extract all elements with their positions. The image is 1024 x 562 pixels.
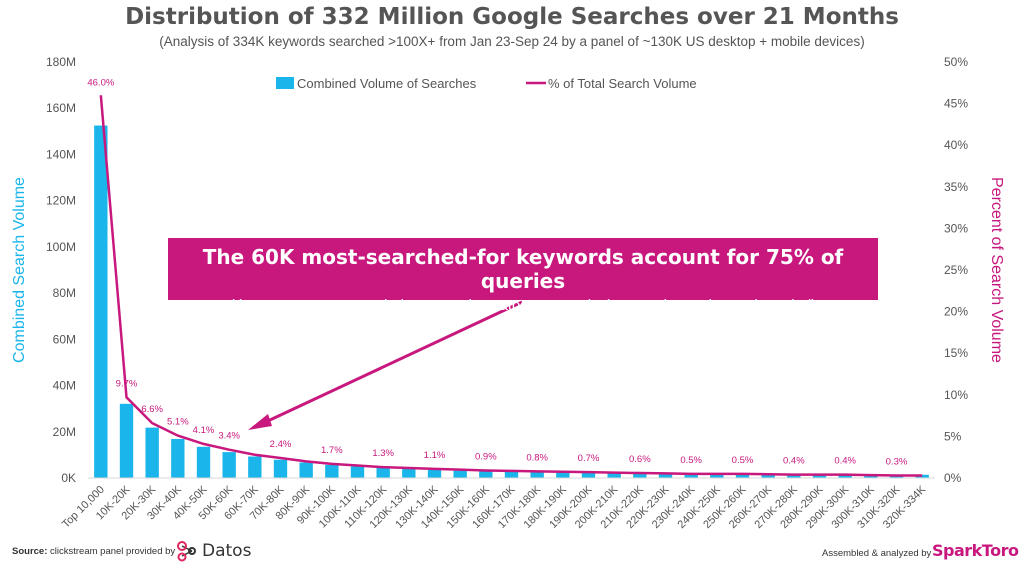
legend-line-label: % of Total Search Volume bbox=[548, 76, 697, 91]
bar bbox=[787, 474, 801, 478]
percent-line bbox=[99, 95, 923, 477]
bar bbox=[427, 469, 442, 478]
bar bbox=[376, 467, 390, 478]
percent-data-label: 9.7% bbox=[116, 378, 138, 389]
bar bbox=[710, 474, 724, 478]
percent-data-label: 3.4% bbox=[218, 431, 240, 442]
percent-data-label: 0.8% bbox=[526, 452, 548, 463]
bar bbox=[273, 459, 288, 478]
bar bbox=[735, 474, 750, 478]
bar bbox=[350, 466, 365, 478]
datos-mark-icon bbox=[177, 541, 196, 562]
y-tick-label: 40M bbox=[53, 379, 76, 393]
bar bbox=[196, 446, 211, 478]
sparktoro-logo: SparkToro bbox=[932, 541, 1019, 560]
bar bbox=[248, 456, 262, 478]
bar bbox=[453, 470, 467, 478]
chart-subtitle: (Analysis of 334K keywords searched >100… bbox=[159, 34, 865, 49]
callout-arrow-line bbox=[254, 300, 523, 429]
y-tick-label: 20M bbox=[53, 425, 76, 439]
percent-data-label: 6.6% bbox=[141, 404, 163, 415]
percent-data-label: 1.7% bbox=[321, 445, 343, 456]
bar bbox=[838, 474, 852, 478]
assembled-note: Assembled & analyzed by bbox=[822, 548, 932, 559]
bar bbox=[171, 438, 185, 478]
bar bbox=[119, 403, 134, 478]
y-tick-label: 100M bbox=[46, 240, 76, 254]
percent-data-label: 0.3% bbox=[886, 457, 908, 468]
y2-tick-label: 10% bbox=[944, 388, 968, 402]
bar bbox=[633, 473, 647, 478]
y-tick-label: 0K bbox=[61, 471, 76, 485]
percent-data-label: 0.4% bbox=[834, 456, 856, 467]
y2-tick-label: 15% bbox=[944, 346, 968, 360]
bar bbox=[325, 464, 339, 478]
bar bbox=[812, 474, 827, 478]
y2-axis-title: Percent of Search Volume bbox=[988, 177, 1005, 363]
source-text: clickstream panel provided by bbox=[47, 546, 176, 557]
y-tick-label: 140M bbox=[46, 147, 76, 161]
y2-tick-label: 25% bbox=[944, 263, 968, 277]
bar bbox=[222, 452, 236, 478]
percent-data-label: 0.7% bbox=[578, 453, 600, 464]
y2-tick-label: 45% bbox=[944, 97, 968, 111]
bar bbox=[94, 125, 108, 479]
y2-tick-label: 40% bbox=[944, 138, 968, 152]
percent-data-label: 5.1% bbox=[167, 417, 189, 428]
y-axis-title: Combined Search Volume bbox=[11, 177, 28, 363]
chart-title: Distribution of 332 Million Google Searc… bbox=[125, 4, 899, 30]
bar bbox=[556, 472, 570, 478]
datos-logo-text: Datos bbox=[202, 541, 252, 561]
legend-bar-swatch bbox=[276, 77, 294, 89]
y-tick-label: 180M bbox=[46, 55, 76, 69]
y2-tick-label: 50% bbox=[944, 55, 968, 69]
percent-data-label: 0.5% bbox=[732, 455, 754, 466]
y-tick-label: 120M bbox=[46, 194, 76, 208]
bar bbox=[530, 472, 544, 478]
source-label: Source: bbox=[12, 546, 48, 557]
bar bbox=[607, 473, 621, 478]
y2-tick-label: 5% bbox=[944, 429, 962, 443]
percent-data-label: 0.6% bbox=[629, 454, 651, 465]
percent-data-label: 4.1% bbox=[193, 425, 215, 436]
percent-data-label: 0.5% bbox=[680, 455, 702, 466]
bar bbox=[581, 472, 596, 478]
y-tick-label: 160M bbox=[46, 101, 76, 115]
callout-box: The 60K most-searched-for keywords accou… bbox=[168, 238, 878, 314]
source-note: Source: clickstream panel provided by bbox=[12, 546, 175, 557]
bar bbox=[684, 473, 698, 478]
bar bbox=[299, 462, 313, 478]
bar bbox=[864, 474, 878, 478]
percent-data-label: 46.0% bbox=[87, 77, 114, 88]
percent-data-label: 2.4% bbox=[270, 439, 292, 450]
bar bbox=[761, 474, 775, 478]
bar bbox=[658, 473, 673, 478]
bar bbox=[402, 468, 416, 478]
legend-bar-label: Combined Volume of Searches bbox=[297, 76, 477, 91]
percent-data-label: 0.4% bbox=[783, 456, 805, 467]
bar bbox=[504, 471, 519, 478]
bar bbox=[479, 471, 493, 478]
y-tick-label: 60M bbox=[53, 332, 76, 346]
percent-data-label: 1.1% bbox=[424, 450, 446, 461]
percent-data-label: 0.9% bbox=[475, 452, 497, 463]
y2-tick-label: 30% bbox=[944, 221, 968, 235]
datos-logo: Datos bbox=[176, 540, 251, 562]
y2-tick-label: 0% bbox=[944, 471, 962, 485]
y-tick-label: 80M bbox=[53, 286, 76, 300]
callout-arrowhead bbox=[248, 414, 272, 430]
callout-subline: (these terms were queried 1,000X+ by Dat… bbox=[229, 297, 817, 314]
percent-data-label: 1.3% bbox=[372, 448, 394, 459]
bar bbox=[145, 427, 159, 478]
y2-tick-label: 35% bbox=[944, 180, 968, 194]
y2-tick-label: 20% bbox=[944, 305, 968, 319]
callout-headline: The 60K most-searched-for keywords accou… bbox=[202, 245, 844, 293]
